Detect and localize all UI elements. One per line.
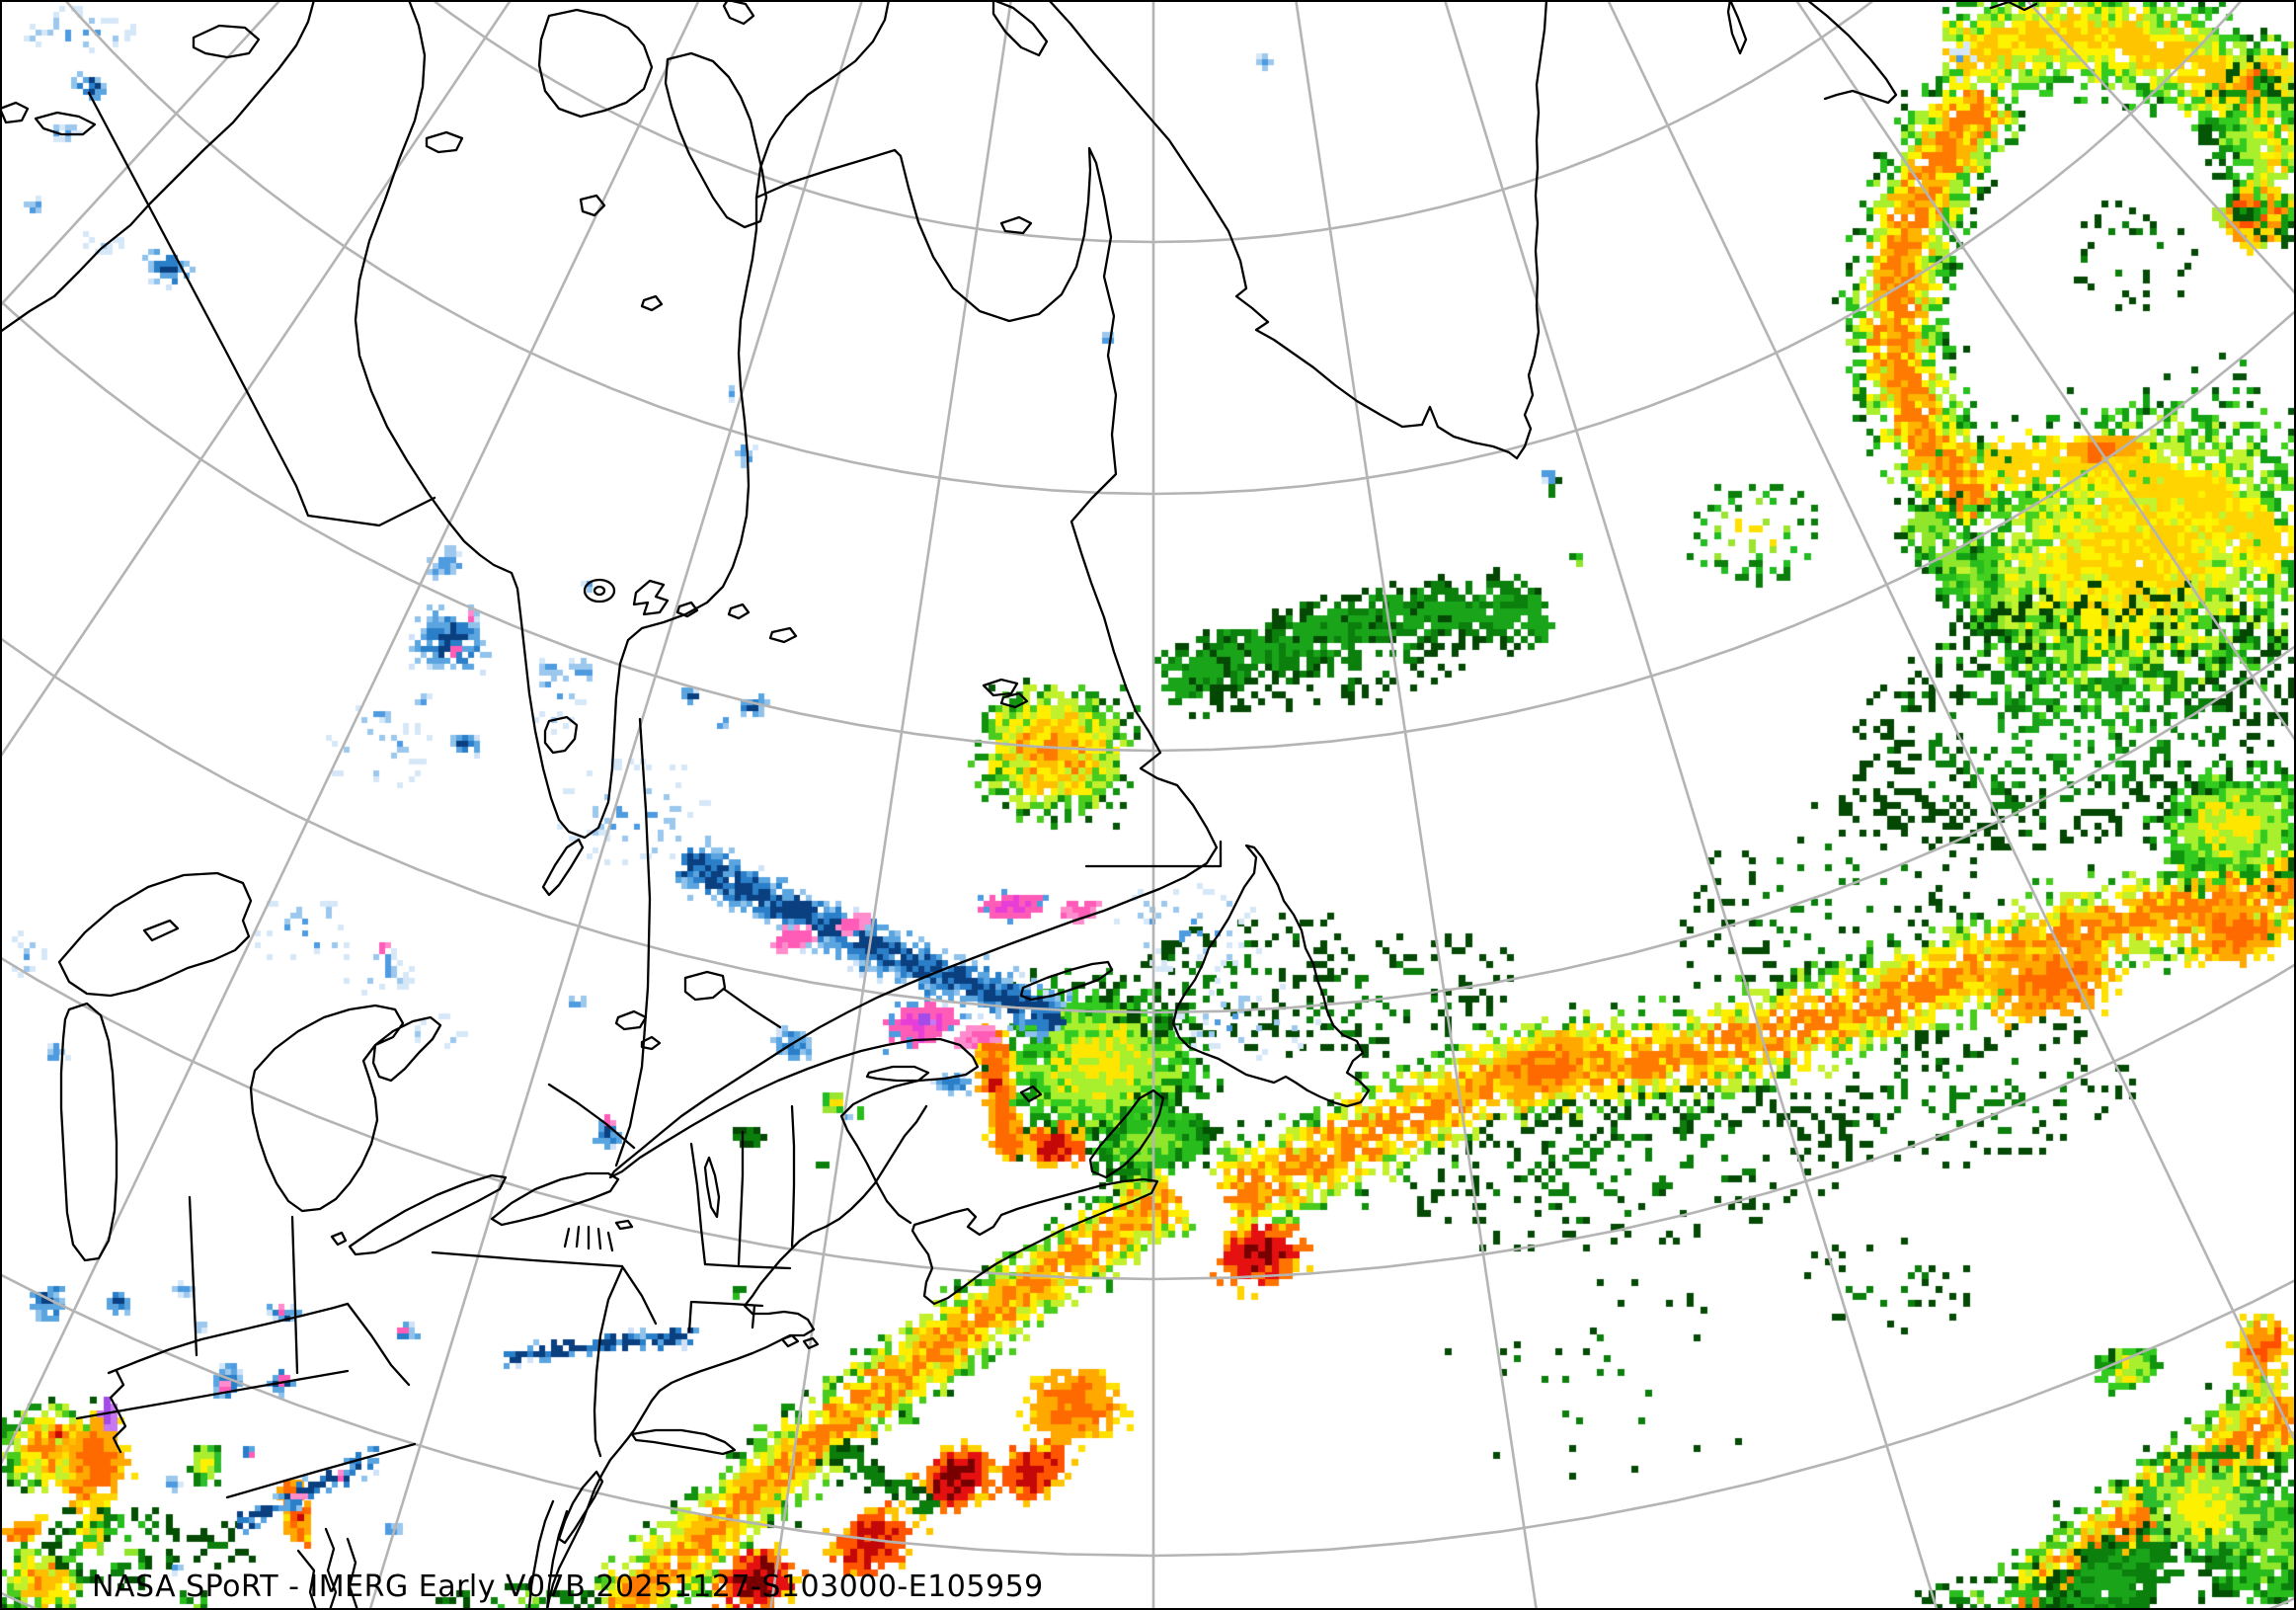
bay-delaware	[557, 1470, 604, 1545]
bay-chesapeake	[527, 1499, 569, 1610]
lake-michigan	[59, 1002, 119, 1262]
island-hudson-small	[727, 603, 798, 644]
lakes-smallwood	[982, 678, 1029, 709]
coastline-kivalliq	[0, 0, 316, 334]
lake-ontario	[490, 1171, 620, 1227]
coastline-cape-breton	[1088, 1088, 1165, 1179]
island-baffin-a	[537, 8, 654, 119]
coastline-greenland	[1047, 0, 1548, 460]
border-nh-me	[790, 1104, 796, 1248]
lake-huron	[249, 1004, 442, 1213]
lakes-laurentian	[614, 1009, 662, 1051]
coastline-hudson-bay	[354, 0, 891, 840]
graticule-line	[0, 1272, 2296, 1558]
graticule-line	[63, 0, 2244, 496]
lake-mistassini	[541, 838, 585, 897]
island-madeleine	[1019, 1085, 1043, 1103]
graticule-line	[1794, 0, 2296, 744]
island-long-island	[630, 1428, 737, 1456]
lake-erie	[330, 1173, 508, 1256]
coastline-layer	[0, 0, 2038, 1610]
island-small-2	[579, 194, 606, 217]
graticule-line	[0, 636, 2296, 1014]
coastline-quebec-labrador	[608, 146, 1219, 1225]
coastline-pei	[865, 1065, 930, 1083]
lake-superior	[57, 871, 253, 998]
graticule-line	[0, 0, 282, 308]
lake-clearwater	[583, 578, 616, 604]
map-caption: NASA SPoRT - IMERG Early V07B 20251127-S…	[92, 1570, 1044, 1604]
graticule-line	[1829, 0, 2296, 1533]
border-tn-south	[225, 1442, 417, 1499]
coastline-iceland	[1805, 0, 1898, 105]
island-baffin-c	[722, 0, 755, 26]
border-mb-on	[87, 91, 436, 527]
coastline-newfoundland	[1171, 844, 1371, 1108]
island-akpatok	[999, 215, 1033, 235]
border-qc-nl	[1084, 840, 1223, 868]
graticule-line	[0, 0, 513, 760]
island-small-1	[425, 130, 464, 154]
lakes-finger	[563, 1219, 634, 1252]
graticule-line	[0, 298, 2296, 753]
border-ky-ohio-river	[107, 1302, 411, 1387]
coastline-us-east	[545, 1104, 928, 1610]
coastline-nova-scotia	[910, 1177, 1159, 1306]
island-greenland-east-islet	[1726, 0, 1748, 55]
graticule-line	[368, 0, 864, 1610]
island-southampton	[34, 111, 97, 136]
river-saguenay	[723, 988, 782, 1029]
river-mississippi	[109, 1369, 127, 1454]
island-small-3	[640, 294, 664, 312]
border-il-in-oh	[188, 1195, 299, 1375]
lake-stjean	[683, 970, 727, 1002]
border-vt-nh	[737, 1130, 745, 1266]
border-ky-tn	[75, 1369, 350, 1420]
islands-vineyard	[780, 1333, 820, 1350]
border-ny-vt	[689, 1142, 707, 1266]
island-coats	[192, 24, 261, 59]
graticule-line	[0, 0, 701, 1469]
island-small-4	[0, 101, 30, 124]
coastline-iceland-north	[1989, 0, 2038, 12]
graticule-line	[0, 955, 2296, 1281]
graticule-line	[1606, 0, 2296, 1446]
border-ma-ct-ri	[687, 1262, 792, 1333]
coastline-anticosti	[1019, 960, 1114, 1002]
graticule-line	[2024, 0, 2296, 296]
graticule-line	[1294, 0, 1539, 1610]
coastline-quebec-north	[754, 148, 897, 200]
islands-belcher	[632, 579, 699, 618]
graticule-line	[431, 0, 1876, 244]
border-on-qc	[614, 717, 652, 1167]
island-baffin-b	[664, 51, 768, 229]
rivers-chesapeake-west	[296, 1527, 359, 1610]
graticule-line	[1443, 0, 1939, 1610]
river-ottawa	[547, 1083, 636, 1150]
lake-bienville	[543, 715, 579, 755]
lake-champlain	[703, 1156, 721, 1219]
island-resolution	[991, 0, 1049, 57]
border-ny-pa-nj	[431, 1250, 658, 1458]
graticule-line	[768, 0, 1013, 1610]
